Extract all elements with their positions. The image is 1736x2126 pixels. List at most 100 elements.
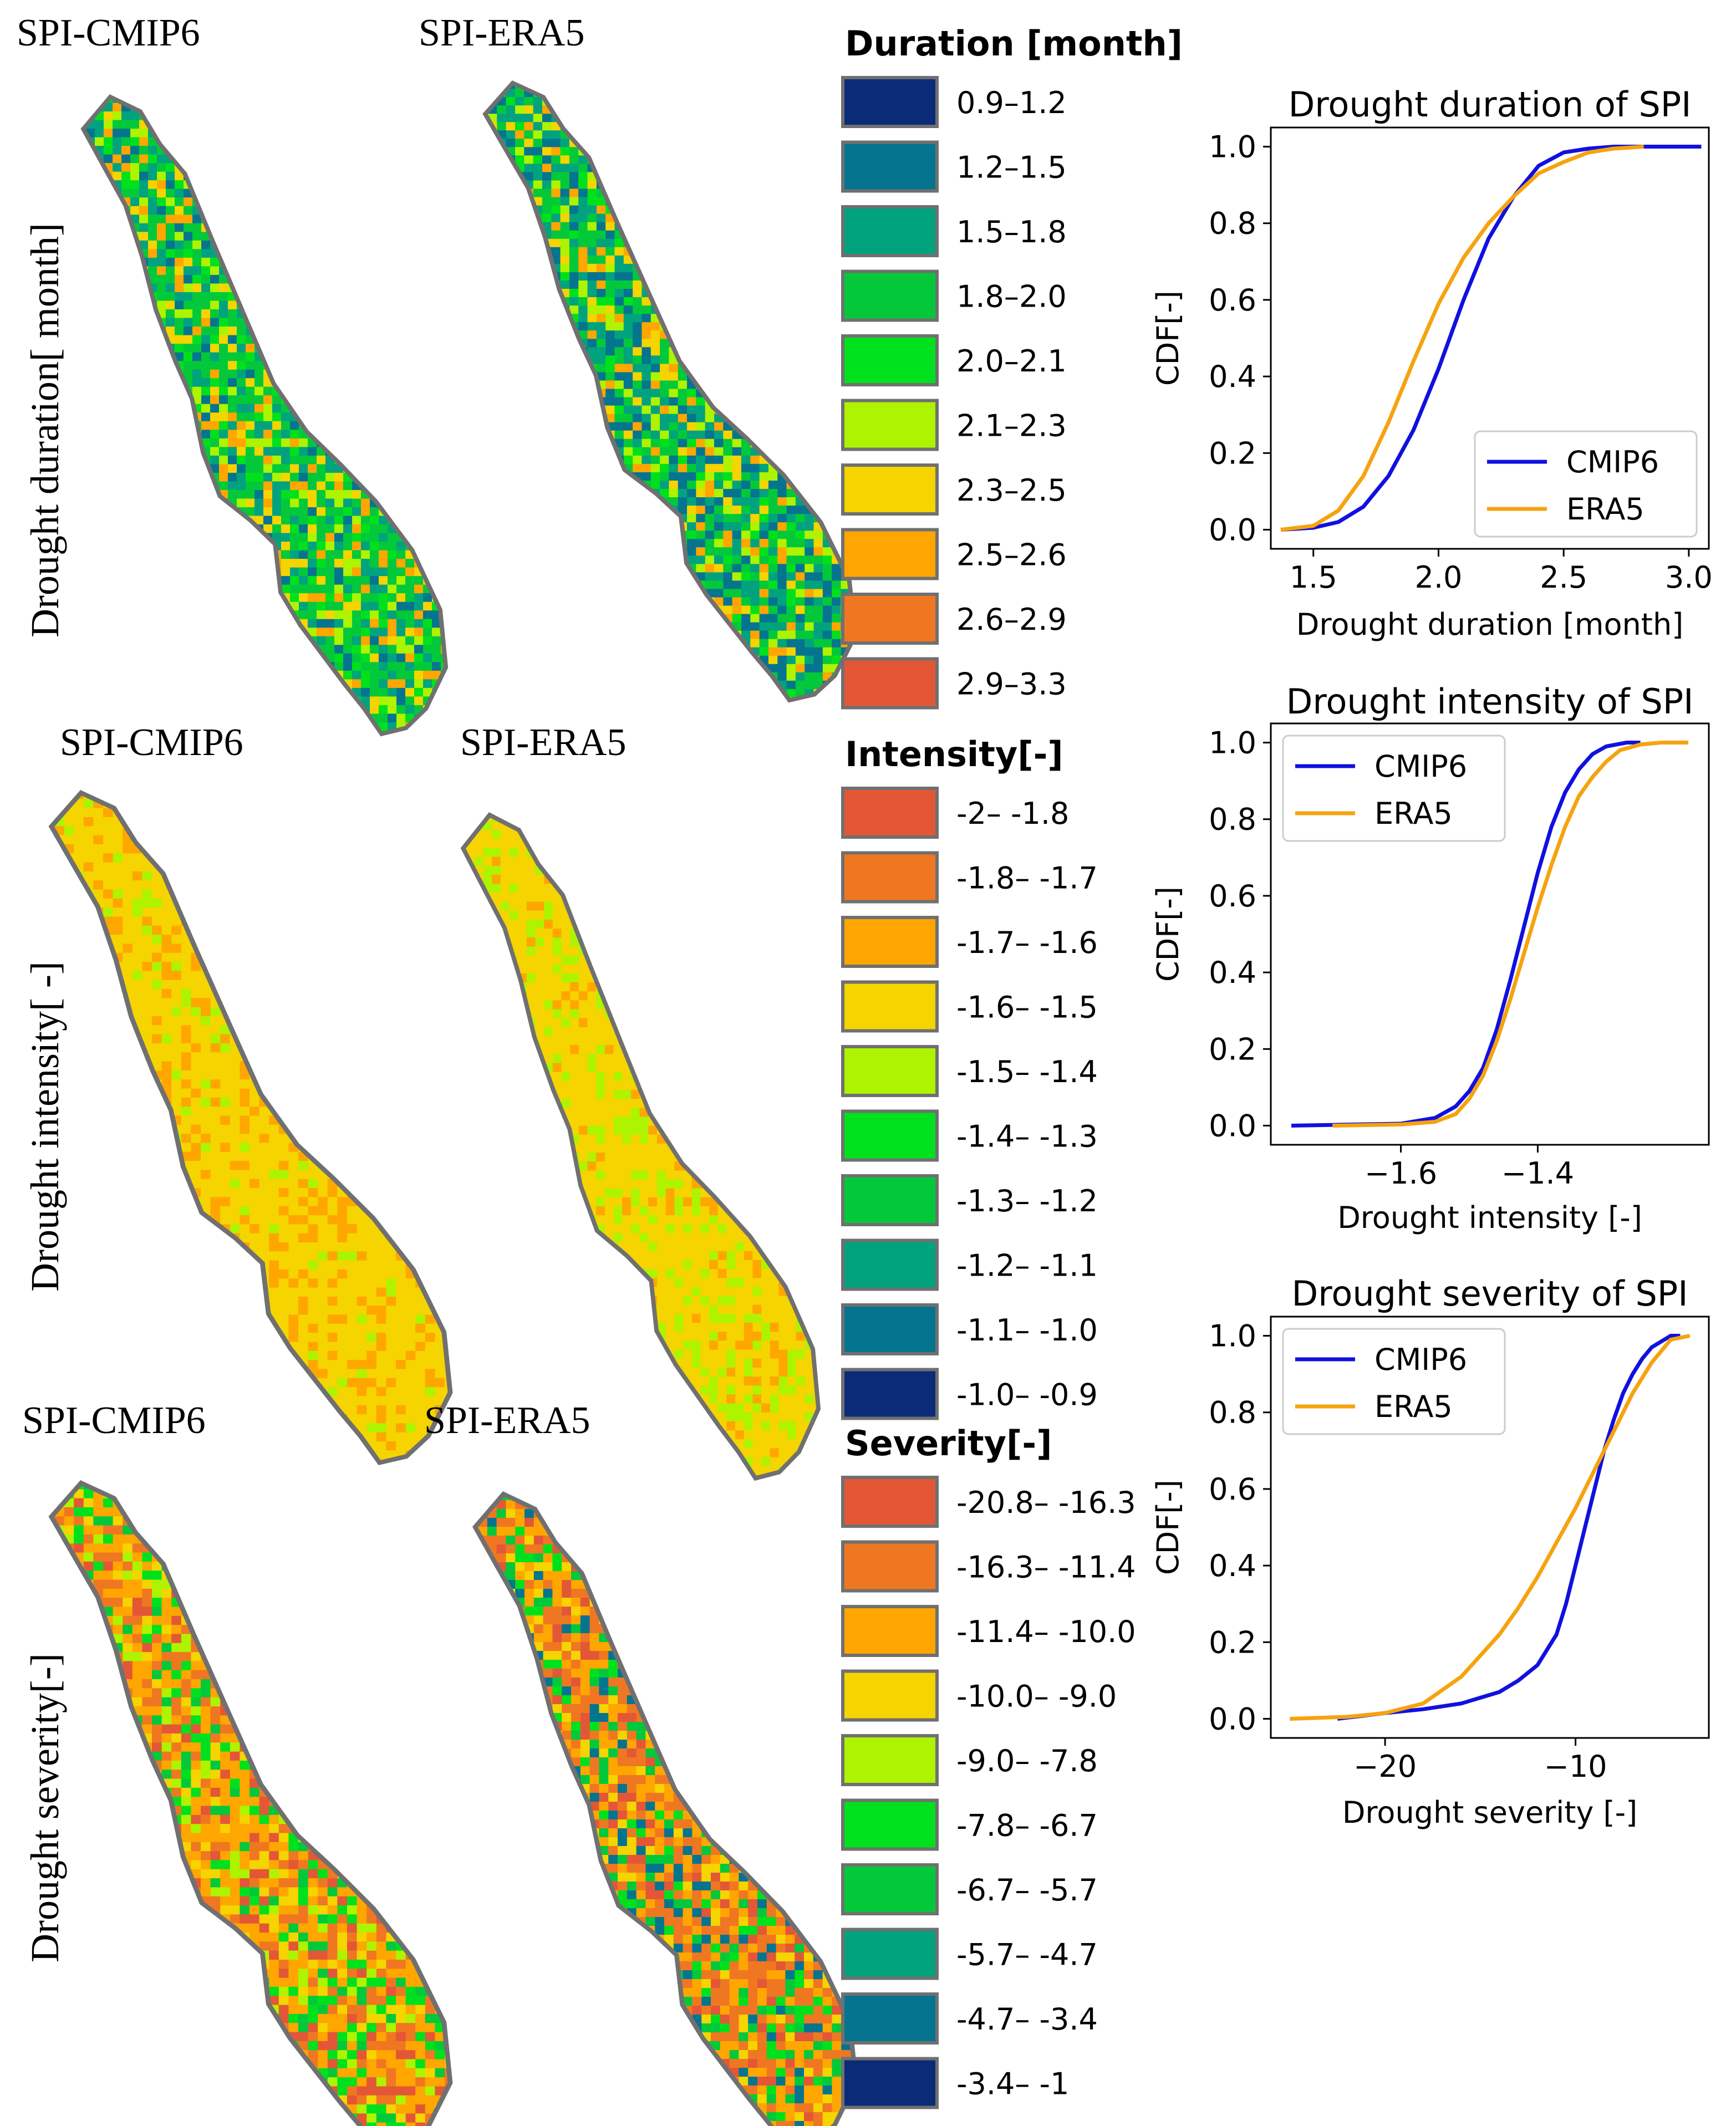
map-title-duration-cmip6: SPI-CMIP6 [17,12,200,54]
y-tick-label: 0.6 [1209,1472,1256,1507]
legend-label: -16.3– -11.4 [956,1550,1136,1585]
legend-entry-cmip6: CMIP6 [1374,1342,1467,1377]
y-tick-label: 0.4 [1209,1548,1256,1583]
legend-swatch [841,1045,939,1097]
legend-swatch [841,1992,939,2045]
map-row-intensity: SPI-CMIP6 SPI-ERA5 Drought intensity[ -] [23,721,831,1485]
row-label-intensity: Drought intensity[ -] [23,961,67,1292]
legend-item: 2.9–3.3 [841,657,1067,710]
legend-item: -7.8– -6.7 [841,1798,1098,1851]
legend-swatch [841,399,939,451]
x-tick-label: −10 [1544,1749,1607,1784]
legend-entry-cmip6: CMIP6 [1566,445,1659,480]
legend-label: -5.7– -4.7 [956,1938,1098,1972]
legend-item: -1.5– -1.4 [841,1045,1098,1097]
legend-item: -1.7– -1.6 [841,916,1098,968]
legend-label: -3.4– -1 [956,2067,1069,2102]
basin-map-duration-era5 [488,80,868,706]
chart-legend: CMIP6 ERA5 [1282,1328,1506,1435]
legend-swatch [841,1476,939,1528]
legend-item: -1.1– -1.0 [841,1303,1098,1355]
chart-title-severity: Drought severity of SPI [1292,1273,1688,1314]
legend-swatch [841,1734,939,1786]
row-label-duration: Drought duration[ month] [23,223,67,638]
chart-xlabel-severity: Drought severity [-] [1342,1795,1637,1830]
legend-label: -6.7– -5.7 [956,1873,1098,1908]
legend-item: 1.5–1.8 [841,205,1067,257]
legend-swatch [841,269,939,322]
plot-frame [1270,722,1710,1146]
basin-map-intensity-cmip6 [54,790,465,1469]
cdf-chart-intensity: Drought intensity of SPI Drought intensi… [1150,681,1710,1235]
legend-item: -3.4– -1 [841,2057,1069,2109]
legend-label: -1.0– -0.9 [956,1378,1098,1413]
legend-label: 2.0–2.1 [956,344,1067,379]
chart-title-intensity: Drought intensity of SPI [1286,681,1694,722]
legend-item: 1.2–1.5 [841,140,1067,193]
legend-swatch [841,140,939,193]
legend-item: -16.3– -11.4 [841,1540,1136,1593]
legend-swatch [841,1109,939,1162]
legend-label: -7.8– -6.7 [956,1808,1098,1843]
legend-swatch [841,1798,939,1851]
basin-map-severity-cmip6 [54,1480,465,2126]
legend-swatch [841,334,939,386]
legend-label: -20.8– -16.3 [956,1485,1136,1520]
chart-xlabel-duration: Drought duration [month] [1296,607,1684,642]
legend-label: 2.9–3.3 [956,667,1067,702]
legend-swatch [841,2057,939,2109]
basin-cells [54,1486,448,2126]
y-tick-label: 0.8 [1209,206,1256,241]
map-title-intensity-cmip6: SPI-CMIP6 [60,721,243,764]
basin-map-intensity-era5 [466,812,831,1485]
legend-item: -1.4– -1.3 [841,1109,1098,1162]
legend-label: 1.5–1.8 [956,215,1067,249]
map-row-duration: SPI-CMIP6 SPI-ERA5 Drought duration[ mon… [17,12,868,740]
legend-label: -1.5– -1.4 [956,1054,1098,1089]
y-tick-label: 0.0 [1209,1701,1256,1736]
legend-item: 2.1–2.3 [841,399,1067,451]
legend-item: -5.7– -4.7 [841,1928,1098,1980]
legend-entry-era5: ERA5 [1374,1389,1453,1424]
legend-label: 2.6–2.9 [956,602,1067,637]
row-label-severity: Drought severity[-] [23,1653,67,1962]
legend-item: 2.5–2.6 [841,528,1067,580]
legend-title-intensity: Intensity[-] [845,734,1063,774]
legend-item: 1.8–2.0 [841,269,1067,322]
basin-cells [478,1497,854,2126]
map-title-intensity-era5: SPI-ERA5 [460,721,626,764]
legend-title-severity: Severity[-] [845,1423,1052,1464]
cdf-chart-duration: Drought duration of SPI Drought duration… [1150,84,1713,642]
legend-swatch [841,787,939,839]
y-tick-label: 1.0 [1209,1319,1256,1354]
x-tick-label: 1.5 [1290,560,1337,595]
legend-item: -1.3– -1.2 [841,1174,1098,1226]
basin-cells [466,818,817,1476]
plot-frame [1270,1316,1710,1739]
legend-label: -1.7– -1.6 [956,925,1098,960]
series-line-cmip6 [1337,1334,1681,1721]
chart-xlabel-intensity: Drought intensity [-] [1337,1200,1642,1235]
legend-item: 0.9–1.2 [841,76,1067,128]
legend-label: -2– -1.8 [956,796,1069,831]
cdf-chart-severity: Drought severity of SPI Drought severity… [1150,1273,1710,1830]
legend-item: -1.6– -1.5 [841,980,1098,1033]
series-line-era5 [1332,741,1688,1128]
legend-item: -2– -1.8 [841,787,1069,839]
legend-swatch [841,851,939,904]
legend-duration: Duration [month] 0.9–1.2 1.2–1.5 1.5–1.8 1.… [841,23,1183,710]
y-tick-label: 0.2 [1209,1032,1256,1067]
legend-item: -9.0– -7.8 [841,1734,1098,1786]
legend-swatch [841,593,939,645]
y-tick-label: 0.4 [1209,359,1256,394]
legend-severity: Severity[-] -20.8– -16.3 -16.3– -11.4 -11.… [841,1423,1136,2109]
y-tick-label: 0.6 [1209,879,1256,914]
legend-swatch [841,916,939,968]
legend-item: 2.0–2.1 [841,334,1067,386]
y-tick-label: 0.0 [1209,1108,1256,1143]
legend-swatch [841,1238,939,1291]
legend-item: 2.3–2.5 [841,463,1067,516]
y-tick-label: 0.8 [1209,802,1256,837]
legend-swatch [841,1368,939,1420]
legend-swatch [841,1928,939,1980]
